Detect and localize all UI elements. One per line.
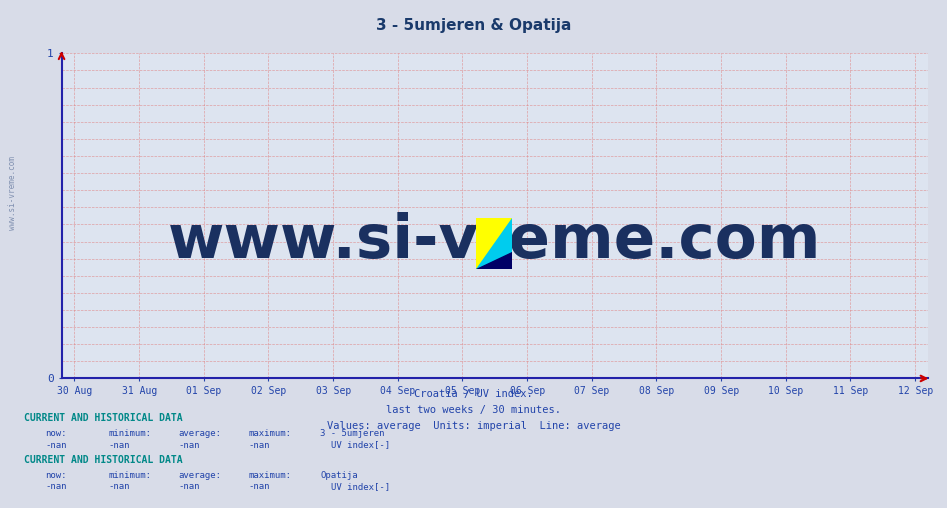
Text: -nan: -nan	[45, 482, 67, 491]
Text: -nan: -nan	[109, 482, 131, 491]
Text: -nan: -nan	[248, 482, 270, 491]
Text: CURRENT AND HISTORICAL DATA: CURRENT AND HISTORICAL DATA	[24, 455, 183, 465]
Text: Values: average  Units: imperial  Line: average: Values: average Units: imperial Line: av…	[327, 421, 620, 431]
Text: www.si-vreme.com: www.si-vreme.com	[168, 212, 822, 271]
Polygon shape	[476, 218, 512, 269]
Text: -nan: -nan	[248, 440, 270, 450]
Text: CURRENT AND HISTORICAL DATA: CURRENT AND HISTORICAL DATA	[24, 413, 183, 423]
Text: 3 - 5umjeren & Opatija: 3 - 5umjeren & Opatija	[376, 18, 571, 33]
Polygon shape	[476, 252, 512, 269]
Text: -nan: -nan	[178, 482, 200, 491]
Text: minimum:: minimum:	[109, 429, 152, 438]
Text: now:: now:	[45, 471, 67, 480]
Text: Croatia / UV index.: Croatia / UV index.	[414, 389, 533, 399]
Polygon shape	[476, 218, 512, 269]
Text: minimum:: minimum:	[109, 471, 152, 480]
Text: www.si-vreme.com: www.si-vreme.com	[8, 156, 17, 230]
Text: Opatija: Opatija	[320, 471, 358, 480]
Text: average:: average:	[178, 471, 221, 480]
Text: maximum:: maximum:	[248, 429, 291, 438]
Text: maximum:: maximum:	[248, 471, 291, 480]
Text: now:: now:	[45, 429, 67, 438]
Text: average:: average:	[178, 429, 221, 438]
Text: -nan: -nan	[178, 440, 200, 450]
Text: -nan: -nan	[45, 440, 67, 450]
Text: 3 - 5umjeren: 3 - 5umjeren	[320, 429, 384, 438]
Text: UV index[-]: UV index[-]	[331, 482, 390, 491]
Text: -nan: -nan	[109, 440, 131, 450]
Text: last two weeks / 30 minutes.: last two weeks / 30 minutes.	[386, 405, 561, 415]
Text: UV index[-]: UV index[-]	[331, 440, 390, 450]
